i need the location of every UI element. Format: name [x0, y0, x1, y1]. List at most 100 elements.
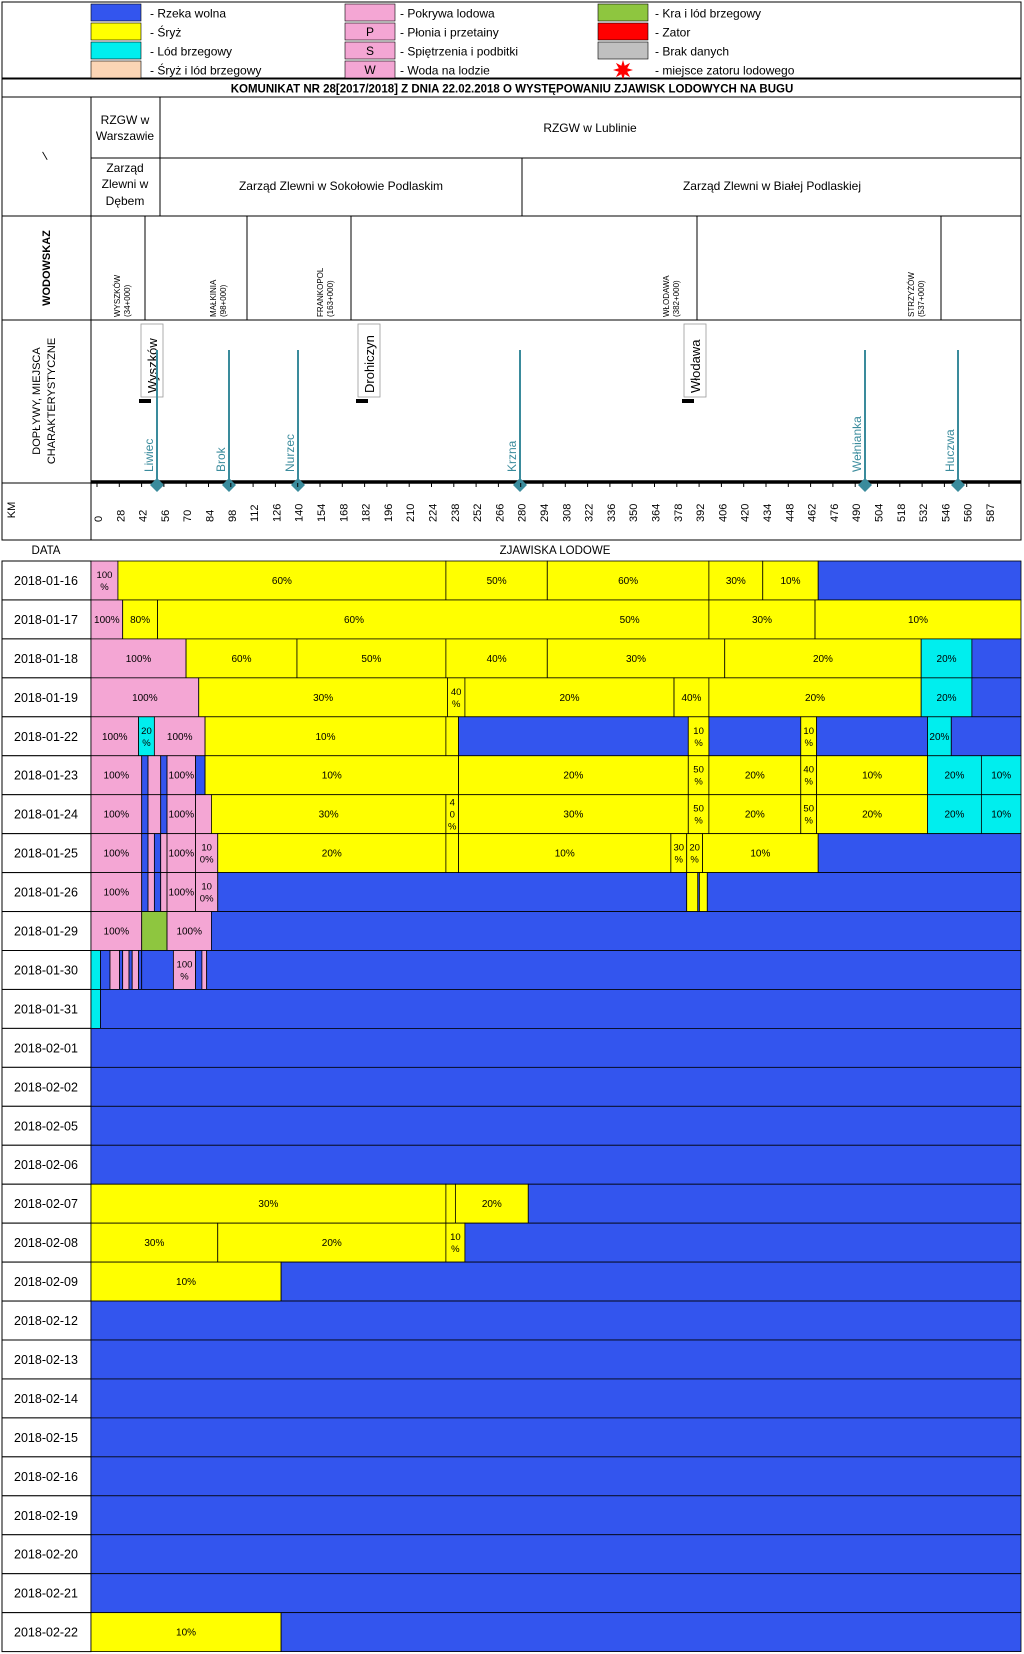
row-date: 2018-02-22 — [14, 1626, 78, 1640]
segment-label: 50 — [803, 804, 814, 815]
segment-label: 50% — [487, 576, 507, 587]
tributary-name: Krzna — [505, 440, 519, 472]
legend-swatch-pokrywa — [344, 22, 396, 41]
ice-segment-pokrywa — [122, 950, 130, 990]
km-tick-label: 210 — [405, 504, 417, 522]
km-tick-label: 238 — [450, 504, 462, 522]
segment-label: 20 — [141, 726, 152, 737]
segment-label: 20% — [745, 810, 765, 821]
segment-label: 10% — [315, 732, 335, 743]
tributary-name: Huczwa — [943, 429, 957, 472]
ice-segment-rzeka_wolna — [458, 716, 689, 757]
segment-label: 100% — [169, 849, 195, 860]
km-tick-label: 378 — [673, 504, 685, 522]
km-tick-label: 434 — [762, 504, 774, 522]
ice-segment-sryz — [708, 677, 922, 718]
row-date-cell — [1, 1144, 92, 1185]
ice-segment-rzeka_wolna — [141, 950, 174, 990]
ice-segment-pokrywa — [90, 794, 143, 835]
km-tick-label: 196 — [383, 504, 395, 522]
segment-label: 40% — [487, 654, 507, 665]
table-row: 2018-01-25 100% 100%100%20% 10%30%20%10% — [1, 833, 1022, 874]
table-row: 2018-02-19 — [1, 1495, 1022, 1536]
km-tick-label: 350 — [628, 504, 640, 522]
segment-label: 40 — [451, 687, 462, 698]
segment-label: 0 — [450, 810, 455, 821]
segment-label: 10 — [201, 882, 212, 893]
segment-label: 100% — [126, 654, 152, 665]
place-marker — [356, 399, 368, 403]
km-tick-label: 42 — [138, 510, 150, 522]
row-date-cell — [1, 1066, 92, 1107]
segment-label: 10 — [693, 726, 704, 737]
ice-segment-rzeka_wolna — [141, 755, 149, 796]
ice-segment-sryz — [445, 833, 459, 874]
ice-segment-sryz — [816, 755, 928, 796]
row-date: 2018-01-29 — [14, 925, 78, 939]
table-row: 2018-02-12 — [1, 1300, 1022, 1341]
ice-segment-pokrywa — [90, 716, 139, 757]
ice-segment-sryz — [762, 560, 819, 601]
segment-label: 10% — [991, 810, 1011, 821]
ice-segment-sryz — [117, 560, 447, 601]
table-row: 2018-01-17 100% 80% 60% 50% 30% 10% — [1, 599, 1022, 640]
ice-segment-sryz — [702, 833, 819, 874]
segment-label: 100% — [167, 732, 193, 743]
row-date: 2018-02-15 — [14, 1431, 78, 1445]
km-tick-label: 112 — [249, 504, 261, 522]
ice-segment-sryz — [458, 794, 689, 835]
legend-swatch-sryz_i_lod — [90, 60, 142, 79]
ice-segment-lod_brzegowy — [90, 989, 101, 1029]
km-tick-label: 587 — [985, 504, 997, 522]
ice-segment-sryz — [708, 794, 802, 835]
ice-segment-lod_brzegowy — [927, 755, 982, 796]
km-tick-label: 406 — [717, 504, 729, 522]
ice-segment-pokrywa — [131, 950, 139, 990]
table-row: 2018-02-15 — [1, 1417, 1022, 1458]
table-row: 2018-02-02 — [1, 1066, 1022, 1107]
segment-label: 100 — [97, 570, 113, 581]
ice-segment-sryz — [698, 872, 708, 912]
ice-segment-rzeka_wolna — [160, 755, 168, 796]
gauge-name: WYSZKÓW — [113, 274, 122, 317]
row-date: 2018-01-22 — [14, 730, 78, 744]
legend-label: - Zator — [655, 26, 690, 40]
ice-segment-pokrywa — [160, 872, 168, 912]
km-tick-label: 140 — [294, 504, 306, 522]
ice-segment-sryz — [814, 599, 1022, 640]
row-date-cell — [1, 950, 92, 990]
ice-segment-rzeka_wolna — [90, 1495, 1022, 1536]
row-date-cell — [1, 1495, 92, 1536]
km-tick-label: 168 — [338, 504, 350, 522]
zarzad-debe-line3: Dębem — [106, 194, 145, 208]
ice-segment-sryz — [445, 638, 548, 679]
ice-segment-sryz — [708, 560, 764, 601]
ice-segment-sryz — [90, 1612, 282, 1653]
table-row: 2018-02-07 30% 20% — [1, 1183, 1022, 1224]
ice-segment-rzeka_wolna — [90, 1144, 1022, 1185]
km-tick-label: 98 — [227, 510, 239, 522]
km-tick-label: 532 — [918, 504, 930, 522]
segment-label: 20 — [689, 843, 700, 854]
ice-segment-sryz — [217, 833, 447, 874]
doplywy-label-2: CHARAKTERYSTYCZNE — [46, 338, 58, 464]
segment-label: 20% — [937, 693, 957, 704]
ice-segment-pokrywa — [147, 755, 162, 796]
ice-segment-rzeka_wolna — [950, 716, 1022, 757]
table-row: 2018-02-01 — [1, 1027, 1022, 1068]
ice-segment-rzeka_wolna — [119, 950, 124, 990]
ice-segment-sryz — [217, 1222, 447, 1263]
row-date-cell — [1, 677, 92, 718]
ice-segment-rzeka_wolna — [90, 1028, 1022, 1068]
row-date-cell — [1, 1222, 92, 1263]
segment-label: 100% — [104, 810, 130, 821]
table-row: 2018-02-20 — [1, 1534, 1022, 1575]
place-marker — [139, 399, 151, 403]
ice-segment-pokrywa — [90, 911, 143, 951]
km-tick-label: 0 — [93, 516, 105, 522]
ice-segment-sryz — [686, 872, 699, 912]
legend-label: - Spiętrzenia i podbitki — [400, 45, 518, 59]
segment-label: 50% — [620, 615, 640, 626]
segment-label: 10 — [201, 843, 212, 854]
ice-segment-lod_brzegowy — [90, 950, 101, 990]
